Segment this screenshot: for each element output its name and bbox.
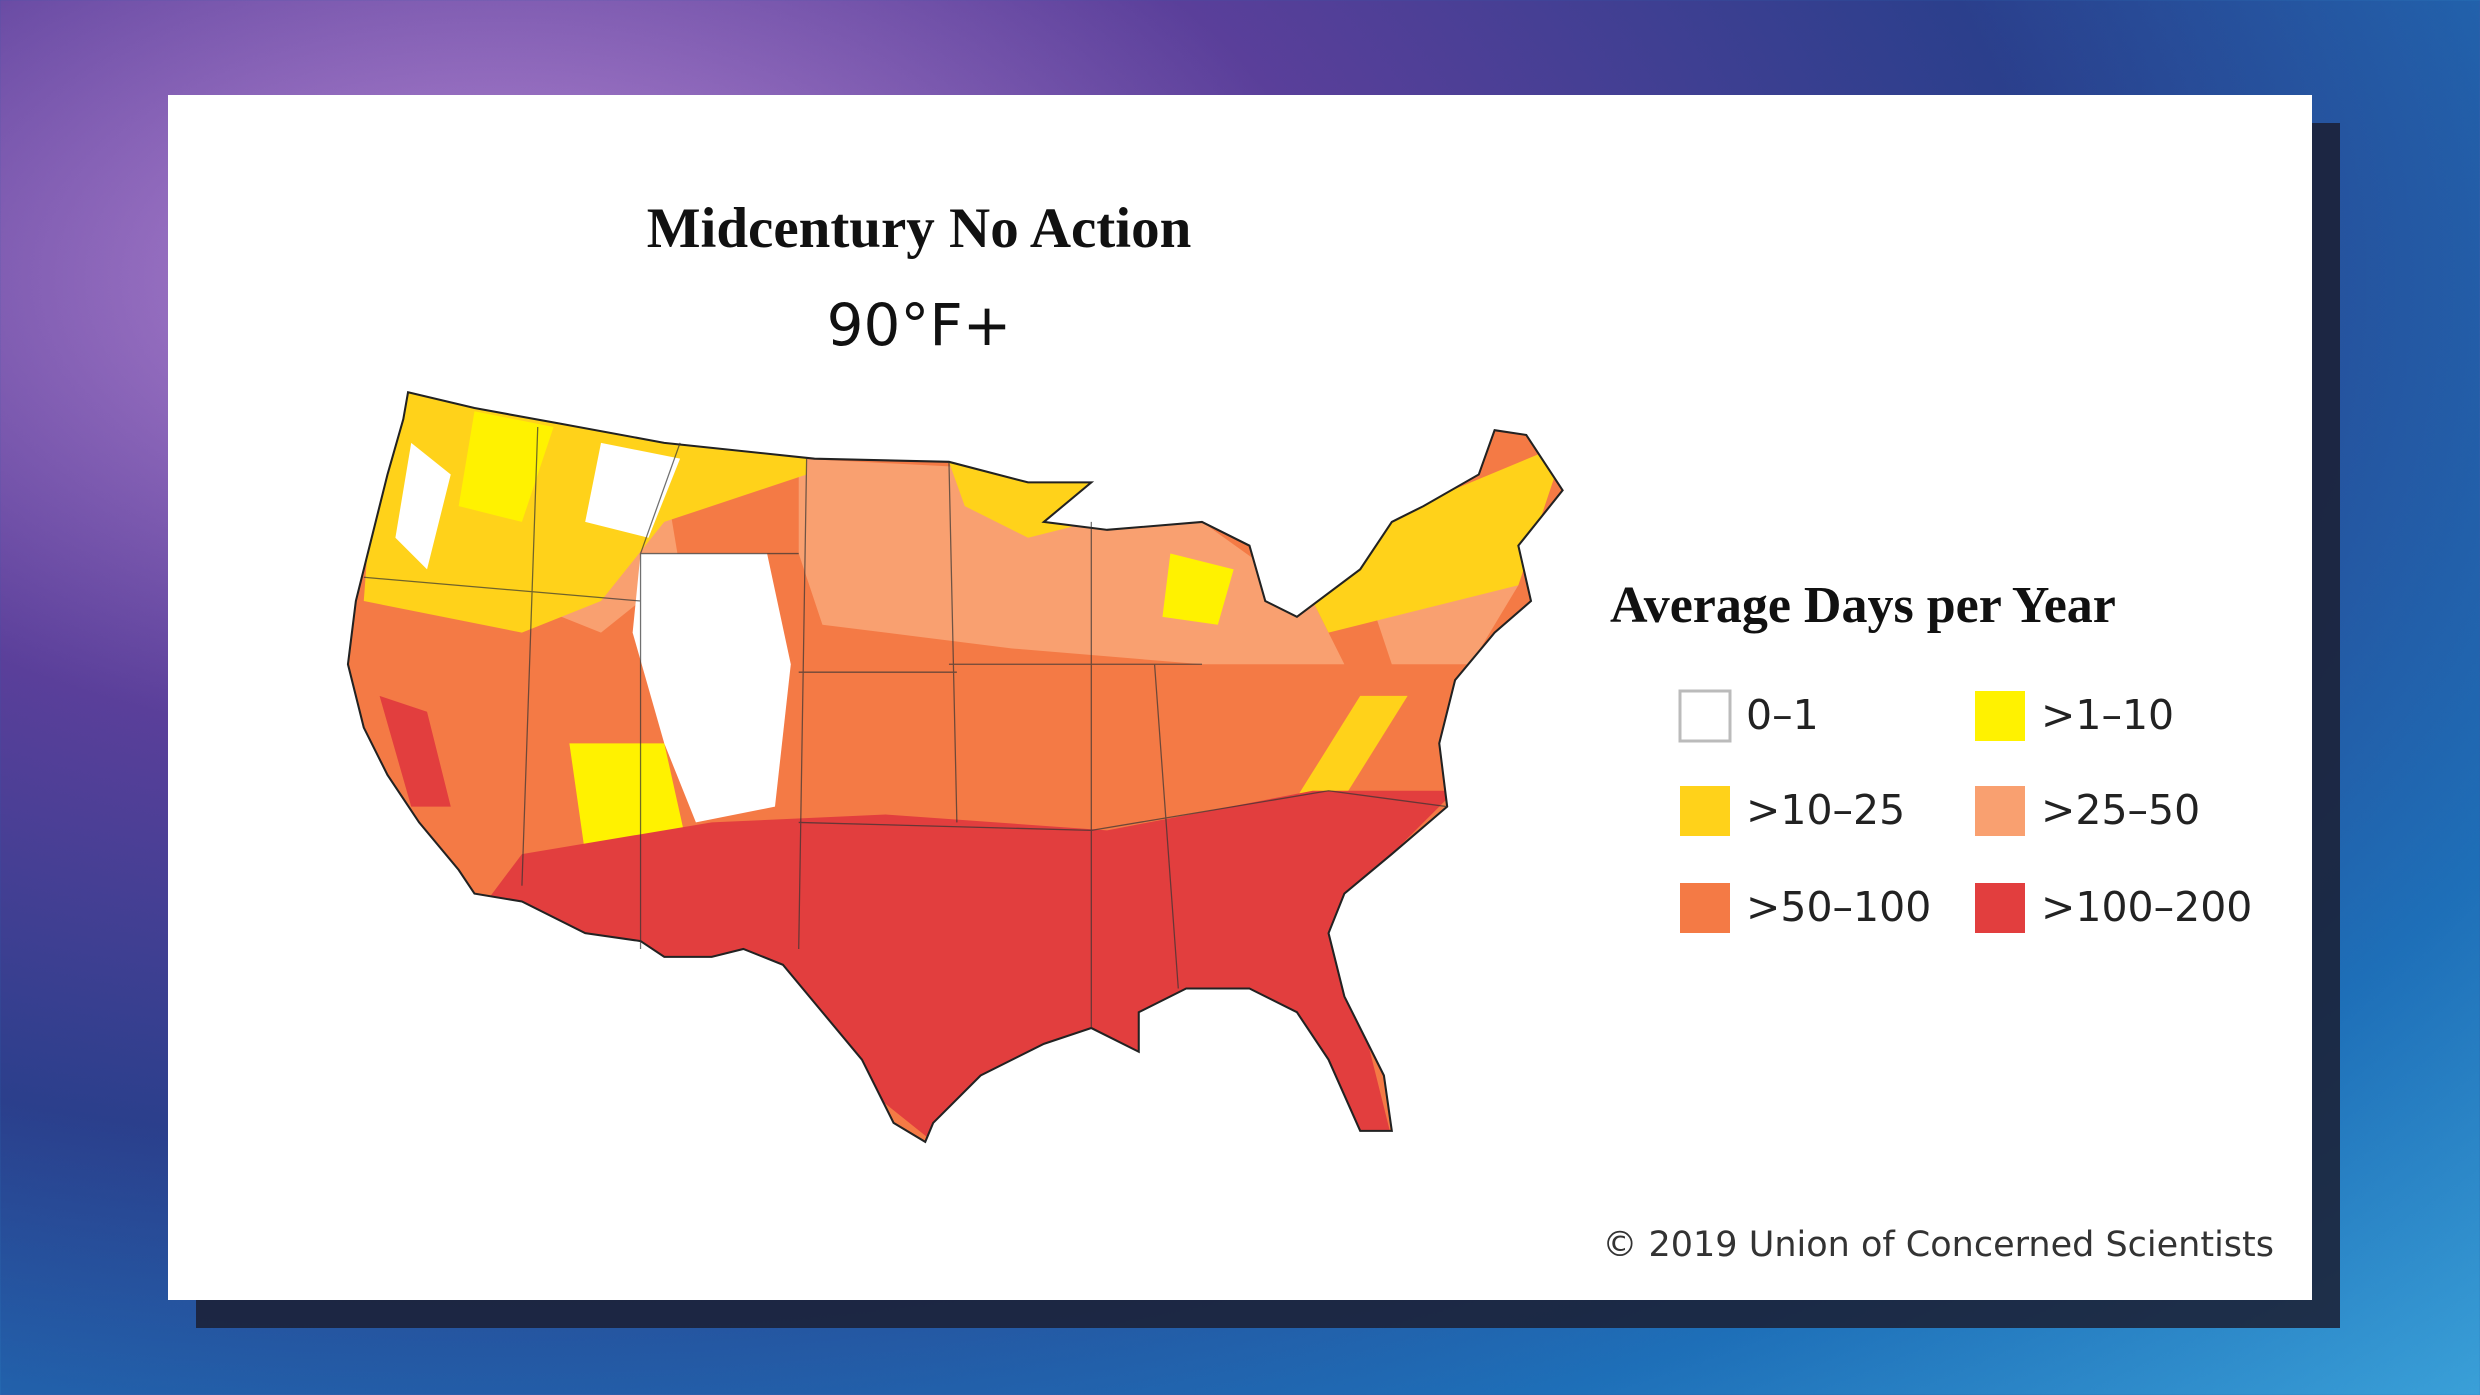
state-borders [363, 427, 1448, 1029]
legend-label: >100–200 [2041, 883, 2252, 931]
us-outline [346, 390, 1564, 1144]
legend: 0–1 >1–10 >10–25 >25–50 >50–100 >100–200 [1678, 689, 2252, 933]
legend-swatch [1680, 883, 1730, 933]
legend-label: >25–50 [2041, 786, 2200, 834]
legend-swatch [1975, 691, 2025, 741]
legend-label: >1–10 [2041, 691, 2174, 739]
map-subtitle: 90°F+ [827, 291, 1012, 359]
heat-region [1312, 442, 1563, 633]
heat-region [585, 442, 681, 538]
legend-swatch [1680, 786, 1730, 836]
heat-region [458, 411, 554, 522]
legend-label: 0–1 [1746, 691, 1819, 739]
map-title: Midcentury No Action [647, 197, 1192, 260]
heat-region [395, 442, 451, 570]
heat-region [632, 553, 791, 823]
legend-label: >50–100 [1746, 883, 1931, 931]
legend-swatch [1975, 883, 2025, 933]
heat-region [1162, 553, 1234, 625]
heat-region [1281, 695, 1408, 823]
legend-title: Average Days per Year [1610, 577, 2116, 634]
legend-swatch [1678, 689, 1732, 743]
legend-swatch [1975, 786, 2025, 836]
heat-region [379, 695, 451, 807]
legend-label: >10–25 [1746, 786, 1905, 834]
credit: © 2019 Union of Concerned Scientists [1602, 1225, 2274, 1265]
